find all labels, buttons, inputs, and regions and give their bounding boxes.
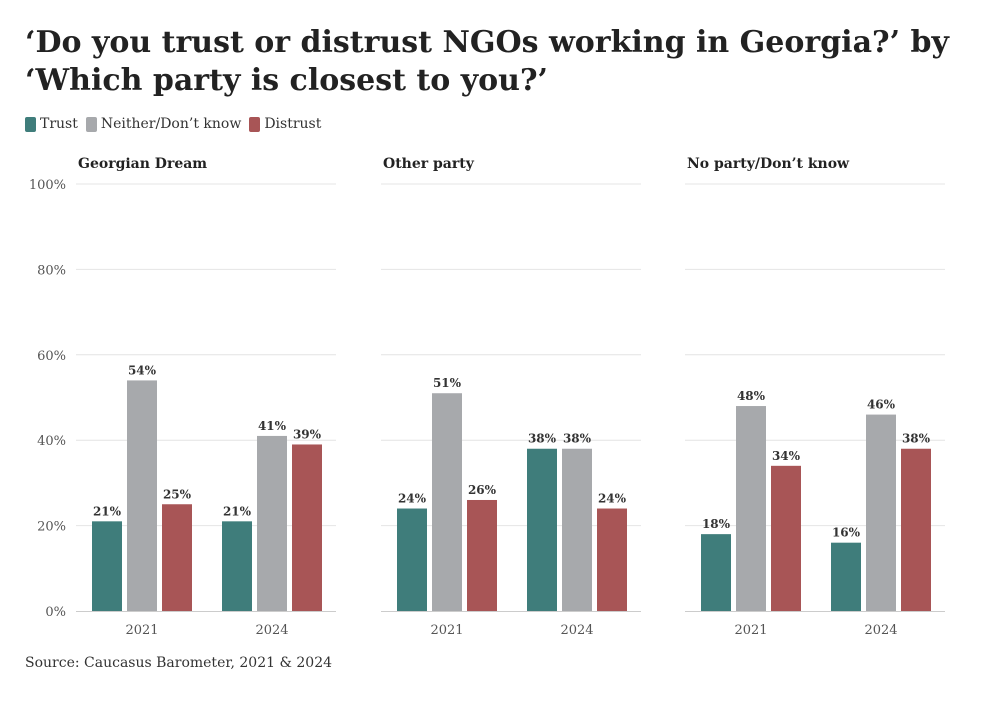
legend-label-neither: Neither/Don’t know [100, 116, 242, 132]
legend: Trust Neither/Don’t know Distrust [25, 116, 329, 132]
panel-title: Georgian Dream [78, 156, 207, 172]
data-label: 25% [163, 487, 192, 501]
y-tick-label: 0% [45, 605, 66, 620]
bar-neither-don-t-know [257, 435, 287, 611]
legend-swatch-trust [25, 116, 36, 132]
data-label: 38% [563, 432, 592, 446]
bar-distrust [597, 508, 627, 611]
x-tick-label: 2021 [125, 623, 158, 638]
legend-item-neither: Neither/Don’t know [85, 116, 242, 132]
data-label: 41% [258, 419, 287, 433]
bar-neither-don-t-know [866, 414, 896, 611]
data-label: 38% [902, 432, 931, 446]
bar-distrust [771, 465, 801, 611]
legend-label-trust: Trust [40, 116, 78, 132]
data-label: 48% [737, 389, 766, 403]
x-tick-label: 2024 [560, 623, 593, 638]
data-label: 34% [772, 449, 801, 463]
bar-distrust [292, 444, 322, 611]
y-tick-label: 20% [37, 520, 66, 535]
data-label: 26% [468, 483, 497, 497]
y-tick-label: 60% [37, 349, 66, 364]
bar-trust [92, 521, 122, 611]
y-tick-label: 80% [37, 263, 66, 278]
data-label: 39% [293, 427, 322, 441]
legend-item-distrust: Distrust [249, 116, 321, 132]
x-tick-label: 2021 [430, 623, 463, 638]
bar-trust [527, 448, 557, 611]
bar-neither-don-t-know [432, 393, 462, 611]
bar-chart: 0% 20% 40% 60% 80% 100% Georgian Dream 21% 54% 25… [29, 156, 945, 638]
data-label: 46% [867, 398, 896, 412]
panel-title: No party/Don’t know [687, 156, 850, 172]
panel-1: Other party 24% 51% 26% 2021 38% 38% 24% 2024 [381, 156, 641, 638]
panel-title: Other party [383, 156, 475, 172]
chart-title: ‘Do you trust or distrust NGOs working i… [25, 25, 949, 98]
legend-swatch-distrust [249, 116, 261, 132]
data-label: 21% [223, 504, 252, 518]
data-label: 51% [433, 376, 462, 390]
bar-neither-don-t-know [127, 380, 157, 611]
legend-item-trust: Trust [25, 116, 78, 132]
bar-neither-don-t-know [736, 406, 766, 611]
bar-distrust [467, 499, 497, 611]
bar-trust [701, 534, 731, 611]
data-label: 18% [702, 517, 731, 531]
x-tick-label: 2021 [734, 623, 767, 638]
data-label: 24% [598, 492, 627, 506]
x-tick-label: 2024 [864, 623, 897, 638]
bar-neither-don-t-know [562, 448, 592, 611]
y-tick-label: 100% [29, 178, 66, 193]
x-tick-label: 2024 [255, 623, 288, 638]
bar-trust [831, 542, 861, 611]
source-note: Source: Caucasus Barometer, 2021 & 2024 [25, 655, 333, 671]
bar-distrust [901, 448, 931, 611]
data-label: 24% [398, 492, 427, 506]
panel-2: No party/Don’t know 18% 48% 34% 2021 16% 46% 38… [685, 156, 945, 638]
data-label: 38% [528, 432, 557, 446]
bar-trust [397, 508, 427, 611]
legend-label-distrust: Distrust [264, 116, 322, 132]
data-label: 54% [128, 363, 157, 377]
legend-swatch-neither [85, 116, 97, 132]
bar-distrust [162, 504, 192, 611]
y-tick-label: 40% [37, 434, 66, 449]
bar-trust [222, 521, 252, 611]
panel-0: Georgian Dream 21% 54% 25% 2021 21% 41% 39% 2024 [76, 156, 336, 638]
data-label: 16% [832, 526, 861, 540]
data-label: 21% [93, 504, 122, 518]
